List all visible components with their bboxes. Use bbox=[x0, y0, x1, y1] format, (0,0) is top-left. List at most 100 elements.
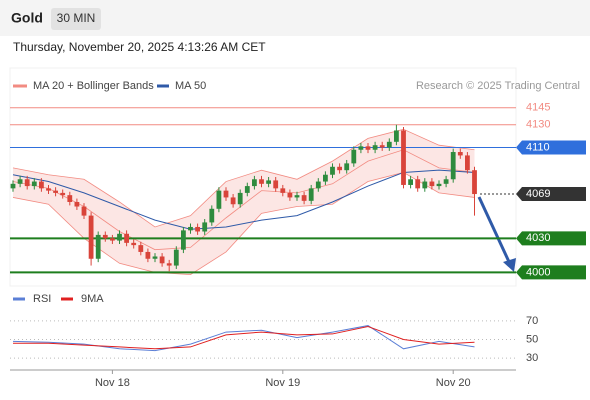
candle-body bbox=[294, 195, 300, 198]
candle-body bbox=[152, 256, 158, 259]
level-label: 4069 bbox=[526, 188, 550, 200]
candle-body bbox=[429, 181, 435, 187]
candle-body bbox=[472, 170, 477, 195]
candle-body bbox=[124, 233, 129, 243]
price-frame bbox=[9, 67, 517, 287]
candle-body bbox=[259, 179, 264, 184]
candle-body bbox=[230, 197, 236, 205]
level-label: 4030 bbox=[526, 232, 550, 244]
candle-body bbox=[450, 152, 456, 180]
candle-body bbox=[365, 146, 371, 150]
candle-body bbox=[81, 206, 87, 216]
x-tick-label: Nov 19 bbox=[265, 377, 300, 389]
forecast-arrow bbox=[477, 196, 512, 265]
candle-body bbox=[24, 179, 30, 187]
level-box bbox=[516, 187, 586, 202]
candle-body bbox=[401, 130, 406, 185]
candle-body bbox=[301, 195, 307, 201]
x-tick-label: Nov 18 bbox=[95, 377, 130, 389]
candle-body bbox=[266, 180, 271, 184]
candle-body bbox=[344, 163, 350, 171]
level-label: 4110 bbox=[526, 141, 550, 153]
candle-body bbox=[17, 179, 23, 184]
y-tick-label: 70 bbox=[526, 315, 538, 327]
candle-body bbox=[379, 145, 385, 148]
candle-body bbox=[216, 190, 222, 209]
candle-body bbox=[372, 145, 378, 150]
timestamp: Thursday, November 20, 2025 4:13:26 AM C… bbox=[13, 40, 266, 54]
candle-body bbox=[280, 188, 286, 193]
candle-body bbox=[181, 230, 186, 250]
candle-body bbox=[67, 195, 73, 202]
candle-body bbox=[358, 146, 364, 150]
level-box bbox=[516, 265, 586, 280]
candle-body bbox=[244, 186, 250, 193]
legend-label: 9MA bbox=[81, 293, 104, 305]
y-tick-label: 30 bbox=[526, 352, 538, 364]
candle-body bbox=[10, 183, 16, 189]
candle-body bbox=[159, 256, 165, 264]
rsi-line bbox=[13, 325, 475, 350]
candle-body bbox=[394, 130, 399, 142]
candle-body bbox=[323, 174, 328, 182]
level-label: 4130 bbox=[526, 119, 550, 131]
candle-body bbox=[110, 238, 115, 241]
candle-body bbox=[138, 245, 144, 252]
candle-body bbox=[252, 179, 257, 187]
instrument-title: Gold bbox=[11, 10, 43, 26]
candle-body bbox=[273, 180, 279, 189]
timeframe[interactable]: 30 MIN bbox=[57, 11, 96, 25]
legend-label: RSI bbox=[33, 293, 51, 305]
legend-label: MA 20 + Bollinger Bands bbox=[33, 80, 154, 92]
candle-body bbox=[60, 192, 66, 196]
candle-body bbox=[53, 190, 58, 193]
candle-body bbox=[88, 215, 94, 259]
bollinger-middle bbox=[12, 149, 475, 251]
candle-body bbox=[145, 251, 151, 259]
candle-body bbox=[95, 234, 101, 259]
legend-label: MA 50 bbox=[175, 80, 206, 92]
level-label: 4000 bbox=[526, 266, 550, 278]
candle-body bbox=[173, 249, 179, 266]
candle-body bbox=[415, 179, 421, 189]
candle-body bbox=[408, 179, 413, 185]
candle-body bbox=[330, 166, 335, 175]
candle-body bbox=[117, 233, 122, 241]
timeframe-box[interactable] bbox=[51, 8, 101, 30]
candle-body bbox=[209, 208, 215, 223]
credit: Research © 2025 Trading Central bbox=[416, 80, 580, 92]
candle-body bbox=[315, 181, 321, 189]
candle-body bbox=[74, 201, 80, 207]
candle-body bbox=[46, 188, 51, 191]
candle-body bbox=[188, 226, 193, 231]
forecast-arrowhead bbox=[503, 258, 516, 272]
candle-body bbox=[195, 226, 200, 232]
candle-body bbox=[131, 242, 137, 246]
candle-body bbox=[202, 222, 208, 232]
ma-line bbox=[12, 169, 475, 230]
candle-body bbox=[436, 183, 442, 187]
candle-body bbox=[31, 181, 37, 187]
candle-body bbox=[166, 263, 172, 266]
candle-body bbox=[351, 149, 357, 164]
candle-body bbox=[386, 141, 392, 148]
candle-body bbox=[102, 234, 108, 239]
y-tick-label: 50 bbox=[526, 333, 538, 345]
candle-body bbox=[443, 179, 449, 184]
candle-body bbox=[223, 190, 229, 198]
candle-body bbox=[237, 192, 243, 205]
candle-body bbox=[465, 155, 470, 171]
x-tick-label: Nov 20 bbox=[436, 377, 471, 389]
candle-body bbox=[337, 166, 342, 171]
level-box bbox=[516, 140, 586, 155]
candle-body bbox=[308, 188, 314, 201]
rsi-line bbox=[12, 325, 475, 352]
level-label: 4145 bbox=[526, 102, 550, 114]
candle-body bbox=[457, 152, 463, 156]
candle-body bbox=[39, 181, 44, 189]
candle-body bbox=[422, 181, 428, 189]
candle-body bbox=[287, 192, 293, 198]
level-box bbox=[516, 231, 586, 246]
